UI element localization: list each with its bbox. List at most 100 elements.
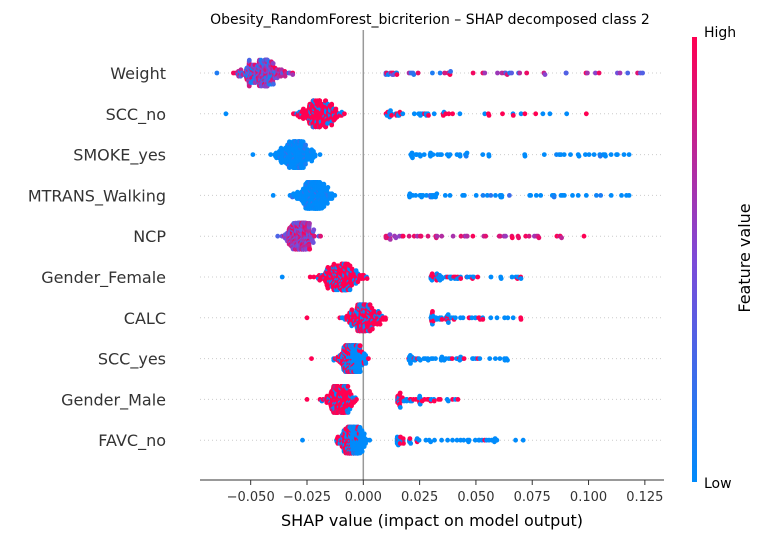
shap-point [640,70,645,76]
shap-point [329,101,335,107]
x-tick-label: −0.050 [227,490,275,505]
shap-point [524,70,530,76]
shap-point [246,57,252,63]
shap-point [603,153,608,159]
shap-point [551,194,557,200]
shap-point [562,193,567,198]
shap-point [477,356,483,361]
shap-point [310,240,316,246]
feature-label: Weight [110,64,166,83]
shap-point [594,193,599,198]
shap-point [608,193,614,198]
shap-point [307,274,313,280]
feature-label: FAVC_no [98,431,166,451]
shap-point [325,201,330,206]
shap-point [625,70,631,76]
shap-point [510,113,516,118]
shap-point [400,233,406,239]
shap-point [415,70,421,76]
shap-point [493,356,498,361]
shap-point [498,276,504,281]
shap-point [581,233,587,239]
shap-point [410,155,415,161]
shap-point [626,193,632,198]
shap-point [394,72,400,77]
shap-point [366,356,371,361]
shap-point [493,193,498,198]
shap-point [488,274,494,280]
shap-point [494,437,500,443]
feature-label: SMOKE_yes [73,146,166,166]
shap-point [342,111,347,117]
shap-point [585,70,590,76]
x-tick-label: 0.000 [345,490,382,505]
x-tick-label: 0.050 [457,490,494,505]
shap-point [505,357,510,363]
shap-point [434,191,440,197]
feature-label: CALC [124,309,166,328]
shap-point [389,113,394,118]
feature-label: SCC_no [106,105,166,125]
shap-point [268,152,274,158]
colorbar-high-label: High [704,25,736,41]
x-tick-label: 0.125 [626,490,663,505]
shap-point [309,356,314,361]
x-tick-label: 0.075 [514,490,551,505]
shap-point [617,70,623,76]
shap-point [250,152,256,158]
shap-point [484,193,490,198]
shap-point [430,152,436,158]
shap-point [223,111,229,117]
feature-labels: Weight SCC_no SMOKE_yes MTRANS_Walking NCP Ge… [28,64,167,451]
shap-point [397,390,403,396]
shap-point [523,233,529,239]
shap-point [442,70,447,76]
x-ticks: −0.050 −0.025 0.000 0.025 0.050 0.075 0.100 0.1… [227,480,663,505]
shap-point [626,152,632,158]
shap-point [509,235,515,241]
shap-point [279,274,285,280]
shap-point [528,193,534,198]
shap-point [439,276,445,281]
shap-point [303,142,308,148]
shap-point [437,70,443,76]
shap-point [533,193,539,198]
shap-point [446,320,451,325]
shap-point [596,70,602,76]
shap-point [540,111,546,117]
shap-point [509,274,515,280]
shap-point [290,72,296,77]
feature-label: MTRANS_Walking [28,186,166,206]
shap-point [304,397,310,402]
shap-point [418,233,424,239]
dots-layer [214,57,645,456]
shap-point [447,193,453,198]
shap-point [509,70,514,76]
colorbar-low-label: Low [704,476,732,492]
shap-point [598,193,604,198]
shap-point [367,437,373,443]
shap-point [561,152,567,158]
shap-point [345,384,351,389]
shap-point [363,361,369,366]
shap-point [421,152,427,158]
shap-point [439,437,444,443]
shap-point [486,113,492,118]
shap-point [416,437,422,443]
shap-point [214,70,220,76]
shap-point [488,315,494,321]
shap-point [457,153,463,159]
shap-point [364,276,370,281]
shap-point [471,274,477,280]
shap-point [568,152,573,158]
shap-point [497,233,503,239]
shap-point [591,152,597,158]
feature-label: Gender_Female [41,268,166,288]
shap-point [442,193,448,198]
shap-point [464,233,470,239]
shap-point [437,397,443,402]
shap-point [445,437,450,443]
shap-point [541,152,547,158]
x-tick-label: −0.025 [283,490,331,505]
